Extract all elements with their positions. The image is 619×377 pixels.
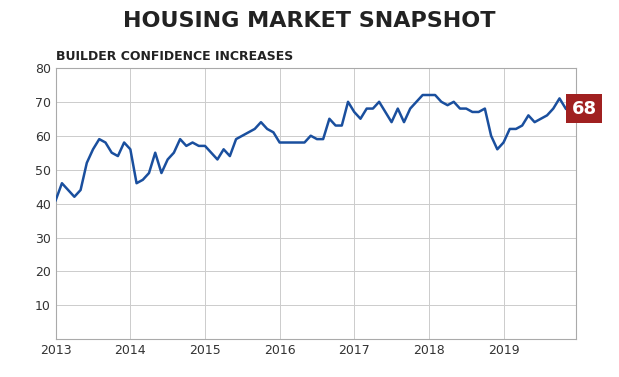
Text: HOUSING MARKET SNAPSHOT: HOUSING MARKET SNAPSHOT <box>123 11 496 31</box>
Text: BUILDER CONFIDENCE INCREASES: BUILDER CONFIDENCE INCREASES <box>56 49 293 63</box>
Text: 68: 68 <box>572 100 597 118</box>
